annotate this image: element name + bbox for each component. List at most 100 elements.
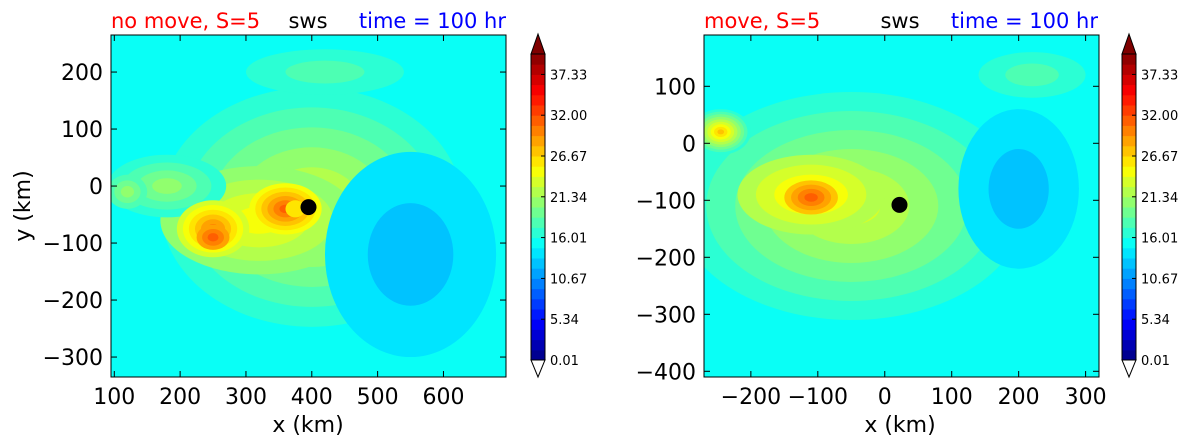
colorbar-segment xyxy=(1122,217,1136,228)
left-plot-frame xyxy=(110,34,507,378)
right-field-contours xyxy=(704,52,1086,320)
y-tick-label: −400 xyxy=(636,360,696,385)
x-tick-label: −200 xyxy=(721,385,781,410)
contour-1-4-1 xyxy=(988,149,1049,229)
right-panel: move, S=5 sws time = 100 hr −200 −100 0 100… xyxy=(636,9,1107,438)
colorbar-segment xyxy=(531,237,545,249)
y-tick-label: 100 xyxy=(654,75,696,100)
x-tick-label: 500 xyxy=(357,385,399,410)
colorbar-tick-label: 26.67 xyxy=(550,150,587,165)
colorbar-segment xyxy=(531,145,545,157)
colorbar-segment xyxy=(1122,166,1136,177)
colorbar-segment xyxy=(531,298,545,310)
colorbar-segment xyxy=(531,258,545,269)
contour-1-2-8 xyxy=(717,129,725,135)
colorbar-segment xyxy=(1122,298,1136,310)
contour-0-8-1 xyxy=(285,60,365,84)
colorbar-tick-label: 5.34 xyxy=(1141,313,1170,328)
colorbar-min-extension xyxy=(530,359,546,379)
colorbar-segment xyxy=(1122,105,1136,116)
colorbar-tick-label: 37.33 xyxy=(550,68,587,83)
colorbar-segment xyxy=(531,125,545,137)
y-tick-label: −300 xyxy=(43,346,103,371)
left-panel: no move, S=5 sws time = 100 hr 100 200 300… xyxy=(11,9,507,438)
contour-1-5-1 xyxy=(1005,63,1059,87)
colorbar-segment xyxy=(531,319,545,330)
x-tick-label: 400 xyxy=(291,385,333,410)
y-tick-label: −100 xyxy=(43,232,103,257)
contour-cavity-0 xyxy=(285,200,306,218)
colorbar-segment xyxy=(531,349,545,361)
left-x-axis: 100 200 300 400 500 600 xyxy=(93,35,464,410)
y-tick-label: 200 xyxy=(61,61,103,86)
left-colorbar: 0.01 5.34 10.67 16.01 21.34 26.67 32.00 37.33 xyxy=(530,32,587,379)
right-colorbar: 0.01 5.34 10.67 16.01 21.34 26.67 32.00 37.33 xyxy=(1121,32,1178,379)
colorbar-segment xyxy=(531,115,545,126)
right-title-center: sws xyxy=(880,9,919,33)
colorbar-segment xyxy=(531,207,545,218)
colorbar-segment xyxy=(1122,339,1136,351)
right-title: move, S=5 sws time = 100 hr xyxy=(704,9,1098,33)
colorbar-segment xyxy=(531,105,545,116)
colorbar-segment xyxy=(1122,196,1136,208)
colorbar-segment xyxy=(531,339,545,351)
colorbar-segment xyxy=(531,268,545,279)
contour-1-3-3 xyxy=(804,193,818,202)
colorbar-max-extension xyxy=(1121,32,1137,55)
left-title: no move, S=5 sws time = 100 hr xyxy=(111,9,506,33)
left-title-right: time = 100 hr xyxy=(359,9,506,33)
colorbar-segment xyxy=(1122,207,1136,218)
colorbar-segment xyxy=(1122,237,1136,249)
colorbar-segment xyxy=(531,156,545,167)
colorbar-tick-label: 0.01 xyxy=(550,354,579,369)
right-title-left: move, S=5 xyxy=(704,9,820,33)
colorbar-segment xyxy=(1122,329,1136,341)
x-tick-label: 200 xyxy=(159,385,201,410)
colorbar-segment xyxy=(1122,247,1136,259)
colorbar-tick-label: 5.34 xyxy=(550,313,579,328)
contour-0-7-1 xyxy=(367,203,454,306)
y-tick-label: 0 xyxy=(89,175,103,200)
colorbar-tick-label: 0.01 xyxy=(1141,354,1170,369)
colorbar-tick-label: 26.67 xyxy=(1141,150,1178,165)
contour-0-2-3 xyxy=(152,178,182,194)
colorbar-segment xyxy=(531,247,545,259)
colorbar-tick-label: 16.01 xyxy=(1141,232,1178,247)
x-tick-label: 100 xyxy=(931,385,973,410)
colorbar-segment xyxy=(531,94,545,106)
colorbar-segment xyxy=(531,54,545,65)
colorbar-frame xyxy=(530,53,546,361)
left-field-contours xyxy=(111,49,497,358)
left-y-label: y (km) xyxy=(11,170,36,241)
y-tick-label: −200 xyxy=(43,289,103,314)
colorbar-segment xyxy=(1122,288,1136,300)
colorbar-tick-label: 21.34 xyxy=(1141,191,1178,206)
colorbar-segment xyxy=(1122,94,1136,106)
colorbar-segment xyxy=(1122,186,1136,198)
colorbar-segment xyxy=(1122,84,1136,96)
colorbar-segment xyxy=(1122,115,1136,126)
colorbar-min-extension xyxy=(1121,359,1137,379)
colorbar-tick-label: 10.67 xyxy=(1141,272,1178,287)
colorbar-segment xyxy=(1122,268,1136,279)
x-tick-label: 600 xyxy=(422,385,464,410)
colorbar-segment xyxy=(531,84,545,96)
colorbar-tick-label: 32.00 xyxy=(1141,109,1178,124)
colorbar-segment xyxy=(531,74,545,86)
y-tick-label: −200 xyxy=(636,246,696,271)
left-x-label: x (km) xyxy=(272,413,343,438)
colorbar-segment xyxy=(531,166,545,177)
colorbar-segment xyxy=(531,64,545,75)
colorbar-tick-label: 37.33 xyxy=(1141,68,1178,83)
contour-0-6-2 xyxy=(120,186,135,198)
colorbar-segment xyxy=(531,176,545,188)
colorbar-tick-label: 32.00 xyxy=(550,109,587,124)
x-tick-label: 0 xyxy=(878,385,892,410)
colorbar-segment xyxy=(531,186,545,198)
colorbar-segment xyxy=(1122,227,1136,239)
left-title-left: no move, S=5 xyxy=(111,9,260,33)
right-y-axis: 100 0 −100 −200 −300 −400 xyxy=(636,75,1099,385)
colorbar-segment xyxy=(531,196,545,208)
x-tick-label: −100 xyxy=(788,385,848,410)
